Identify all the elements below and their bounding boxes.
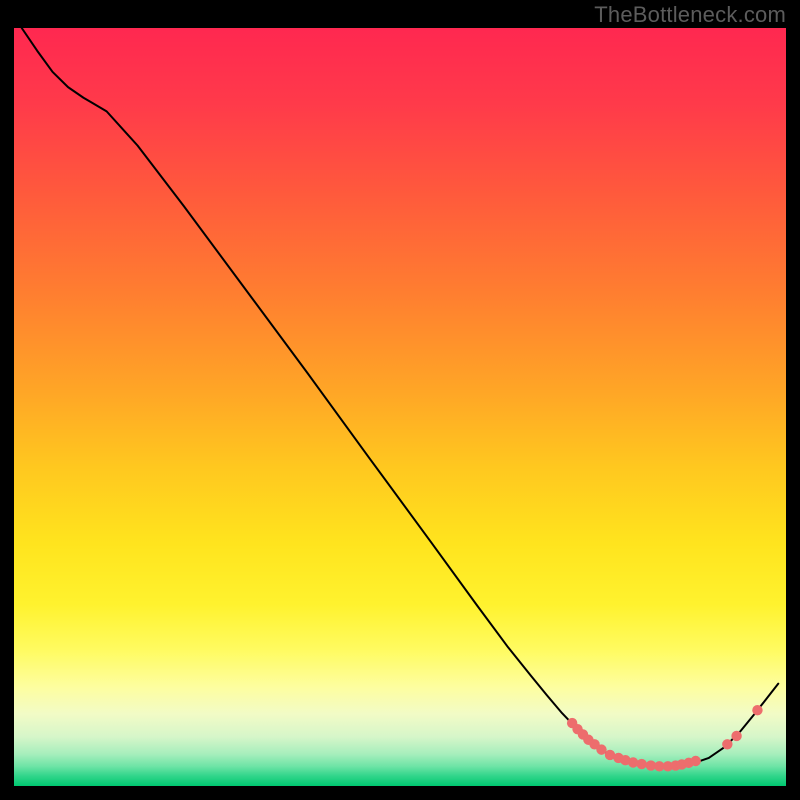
chart-marker	[722, 739, 732, 749]
watermark-text: TheBottleneck.com	[594, 2, 786, 28]
chart-marker	[731, 731, 741, 741]
chart-background	[14, 28, 786, 786]
chart-marker	[690, 756, 700, 766]
chart-plot-area	[14, 28, 786, 786]
chart-marker	[752, 705, 762, 715]
chart-marker	[636, 759, 646, 769]
bottleneck-chart	[14, 28, 786, 786]
